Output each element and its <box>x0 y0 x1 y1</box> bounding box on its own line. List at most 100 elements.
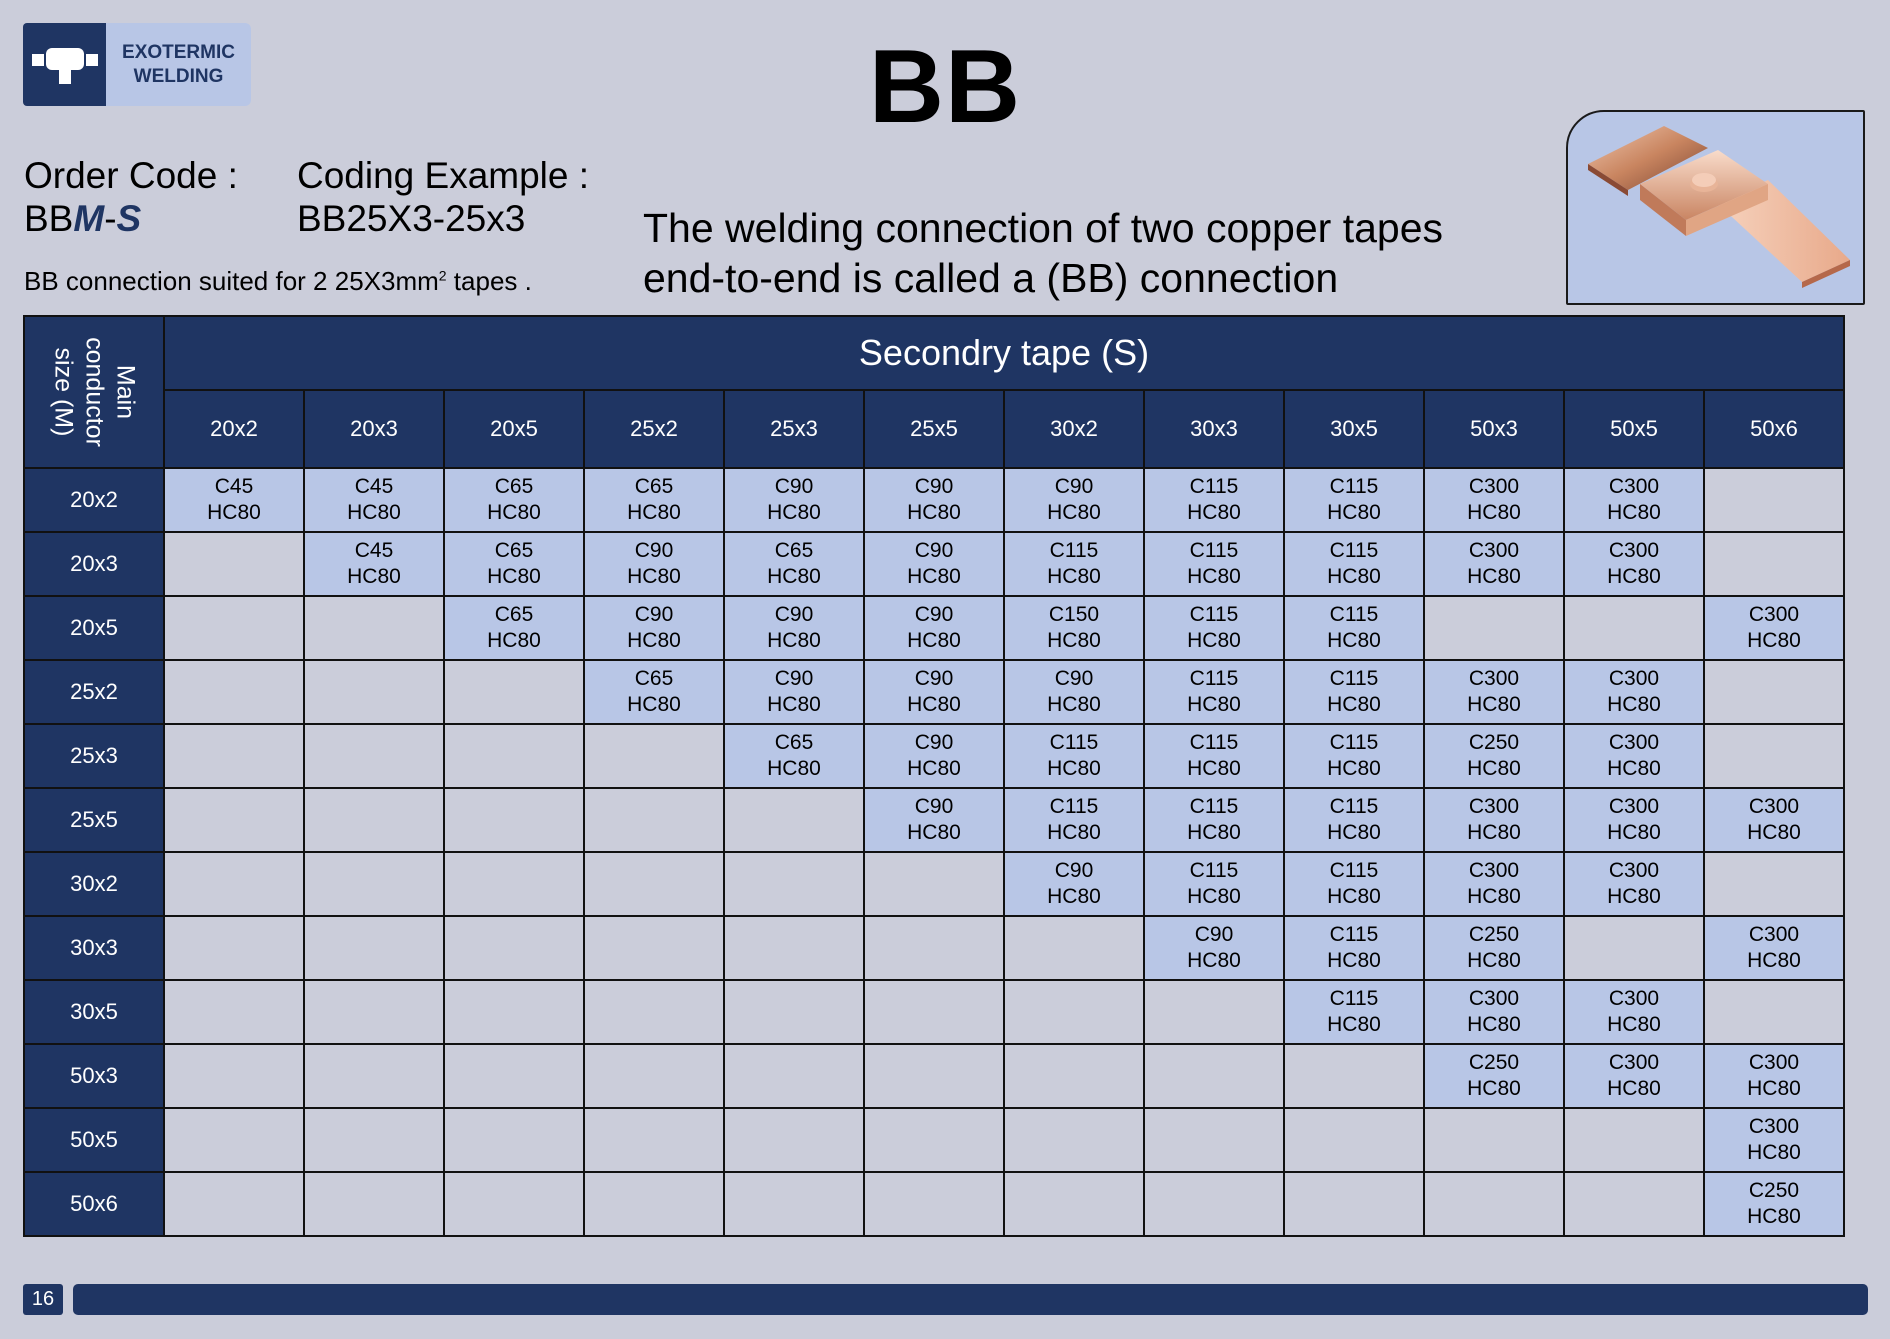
table-cell <box>443 1107 585 1173</box>
table-cell: C300 HC80 <box>1703 1107 1845 1173</box>
table-cell: C300 HC80 <box>1423 467 1565 533</box>
table-cell <box>163 915 305 981</box>
table-cell <box>1703 851 1845 917</box>
table-cell: C300 HC80 <box>1423 851 1565 917</box>
compatibility-table: Main conductor size (M) Secondry tape (S… <box>23 315 1845 1237</box>
table-cell: C45 HC80 <box>303 467 445 533</box>
table-cell: C300 HC80 <box>1563 979 1705 1045</box>
table-cell: C250 HC80 <box>1703 1171 1845 1237</box>
column-header: 20x2 <box>163 389 305 469</box>
row-header: 30x3 <box>23 915 165 981</box>
table-cell: C90 HC80 <box>863 723 1005 789</box>
table-cell <box>723 979 865 1045</box>
table-cell: C45 HC80 <box>303 531 445 597</box>
table-cell: C115 HC80 <box>1283 787 1425 853</box>
table-cell <box>1563 595 1705 661</box>
row-header: 30x2 <box>23 851 165 917</box>
table-cell: C90 HC80 <box>583 595 725 661</box>
table-cell <box>443 1043 585 1109</box>
table-cell: C115 HC80 <box>1143 531 1285 597</box>
table-cell: C90 HC80 <box>863 787 1005 853</box>
table-cell: C300 HC80 <box>1563 851 1705 917</box>
table-cell <box>1143 1043 1285 1109</box>
table-cell <box>583 915 725 981</box>
table-cell: C300 HC80 <box>1563 787 1705 853</box>
table-row: 50x5 C300 HC80 <box>23 1107 1845 1173</box>
table-cell <box>163 1171 305 1237</box>
column-header-row: 20x2 20x3 20x5 25x2 25x3 25x5 30x2 30x3 30x5 50x3… <box>24 389 1845 469</box>
logo-line-2: WELDING <box>133 65 224 87</box>
table-cell <box>1703 659 1845 725</box>
table-cell <box>583 787 725 853</box>
table-row: 25x3 C65 HC80 C90 HC80 C115 HC80 C115 HC80 C115 HC… <box>23 723 1845 789</box>
description-line-2: end-to-end is called a (BB) connection <box>643 255 1339 301</box>
table-cell: C300 HC80 <box>1703 915 1845 981</box>
column-header: 30x5 <box>1283 389 1425 469</box>
table-cell: C115 HC80 <box>1283 467 1425 533</box>
table-cell <box>303 1043 445 1109</box>
column-header: 50x3 <box>1423 389 1565 469</box>
table-cell <box>1003 1171 1145 1237</box>
logo-text: EXOTERMIC WELDING <box>106 23 251 106</box>
table-cell <box>723 787 865 853</box>
table-cell: C115 HC80 <box>1003 787 1145 853</box>
table-cell: C90 HC80 <box>1143 915 1285 981</box>
table-cell: C90 HC80 <box>863 595 1005 661</box>
table-cell <box>303 851 445 917</box>
order-code-prefix: BB <box>24 198 74 239</box>
table-cell <box>863 1171 1005 1237</box>
table-cell <box>443 787 585 853</box>
table-cell <box>863 1107 1005 1173</box>
order-code-value: BBM-S <box>24 198 141 240</box>
table-cell: C90 HC80 <box>1003 467 1145 533</box>
table-cell: C115 HC80 <box>1283 659 1425 725</box>
table-cell: C65 HC80 <box>443 595 585 661</box>
table-cell: C115 HC80 <box>1143 595 1285 661</box>
table-cell: C90 HC80 <box>863 659 1005 725</box>
table-cell <box>1423 1171 1565 1237</box>
table-cell <box>863 915 1005 981</box>
row-header: 25x3 <box>23 723 165 789</box>
table-cell <box>1423 1107 1565 1173</box>
table-cell: C300 HC80 <box>1423 787 1565 853</box>
suited-text: BB connection suited for 2 25X3mm <box>24 266 439 296</box>
table-cell <box>583 1043 725 1109</box>
suited-note: BB connection suited for 2 25X3mm2 tapes… <box>24 266 532 297</box>
column-header: 25x5 <box>863 389 1005 469</box>
page-title: BB <box>868 29 1022 145</box>
table-cell: C300 HC80 <box>1703 787 1845 853</box>
suited-tail: tapes . <box>446 266 532 296</box>
table-cell: C45 HC80 <box>163 467 305 533</box>
secondary-tape-header: Secondry tape (S) <box>163 315 1845 391</box>
table-cell <box>1283 1043 1425 1109</box>
table-cell <box>723 1107 865 1173</box>
table-cell <box>723 851 865 917</box>
table-row: 20x2 C45 HC80 C45 HC80 C65 HC80 C65 HC80 C90 HC80 C… <box>23 467 1845 533</box>
table-cell: C250 HC80 <box>1423 915 1565 981</box>
table-cell <box>1003 915 1145 981</box>
table-cell <box>303 723 445 789</box>
table-cell: C300 HC80 <box>1563 467 1705 533</box>
table-row: 30x5 C115 HC80 C300 HC80 C300 HC80 <box>23 979 1845 1045</box>
table-cell <box>163 659 305 725</box>
table-cell <box>443 915 585 981</box>
column-header: 25x3 <box>723 389 865 469</box>
connection-description: The welding connection of two copper tap… <box>643 203 1443 303</box>
table-cell <box>163 531 305 597</box>
table-cell <box>723 1171 865 1237</box>
table-cell <box>1563 915 1705 981</box>
table-cell: C300 HC80 <box>1563 723 1705 789</box>
table-cell: C90 HC80 <box>863 531 1005 597</box>
table-cell: C115 HC80 <box>1003 723 1145 789</box>
table-cell: C115 HC80 <box>1143 787 1285 853</box>
table-cell <box>163 787 305 853</box>
table-cell: C115 HC80 <box>1143 723 1285 789</box>
table-cell: C250 HC80 <box>1423 723 1565 789</box>
table-cell: C90 HC80 <box>723 595 865 661</box>
brand-logo: EXOTERMIC WELDING <box>23 23 251 106</box>
table-cell: C115 HC80 <box>1003 531 1145 597</box>
table-cell: C90 HC80 <box>1003 851 1145 917</box>
table-cell <box>163 1043 305 1109</box>
table-cell: C65 HC80 <box>723 723 865 789</box>
table-cell: C300 HC80 <box>1703 1043 1845 1109</box>
